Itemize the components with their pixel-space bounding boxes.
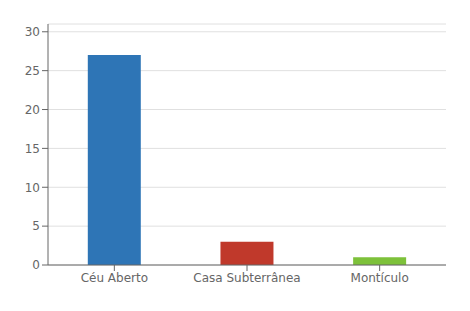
svg-text:30: 30 <box>25 25 40 39</box>
svg-text:15: 15 <box>25 142 40 156</box>
svg-text:Céu Aberto: Céu Aberto <box>81 271 148 285</box>
svg-text:5: 5 <box>32 219 40 233</box>
svg-text:Casa Subterrânea: Casa Subterrânea <box>193 271 300 285</box>
svg-text:Montículo: Montículo <box>351 271 409 285</box>
svg-text:10: 10 <box>25 181 40 195</box>
svg-text:25: 25 <box>25 64 40 78</box>
svg-text:0: 0 <box>32 258 40 272</box>
svg-text:20: 20 <box>25 103 40 117</box>
